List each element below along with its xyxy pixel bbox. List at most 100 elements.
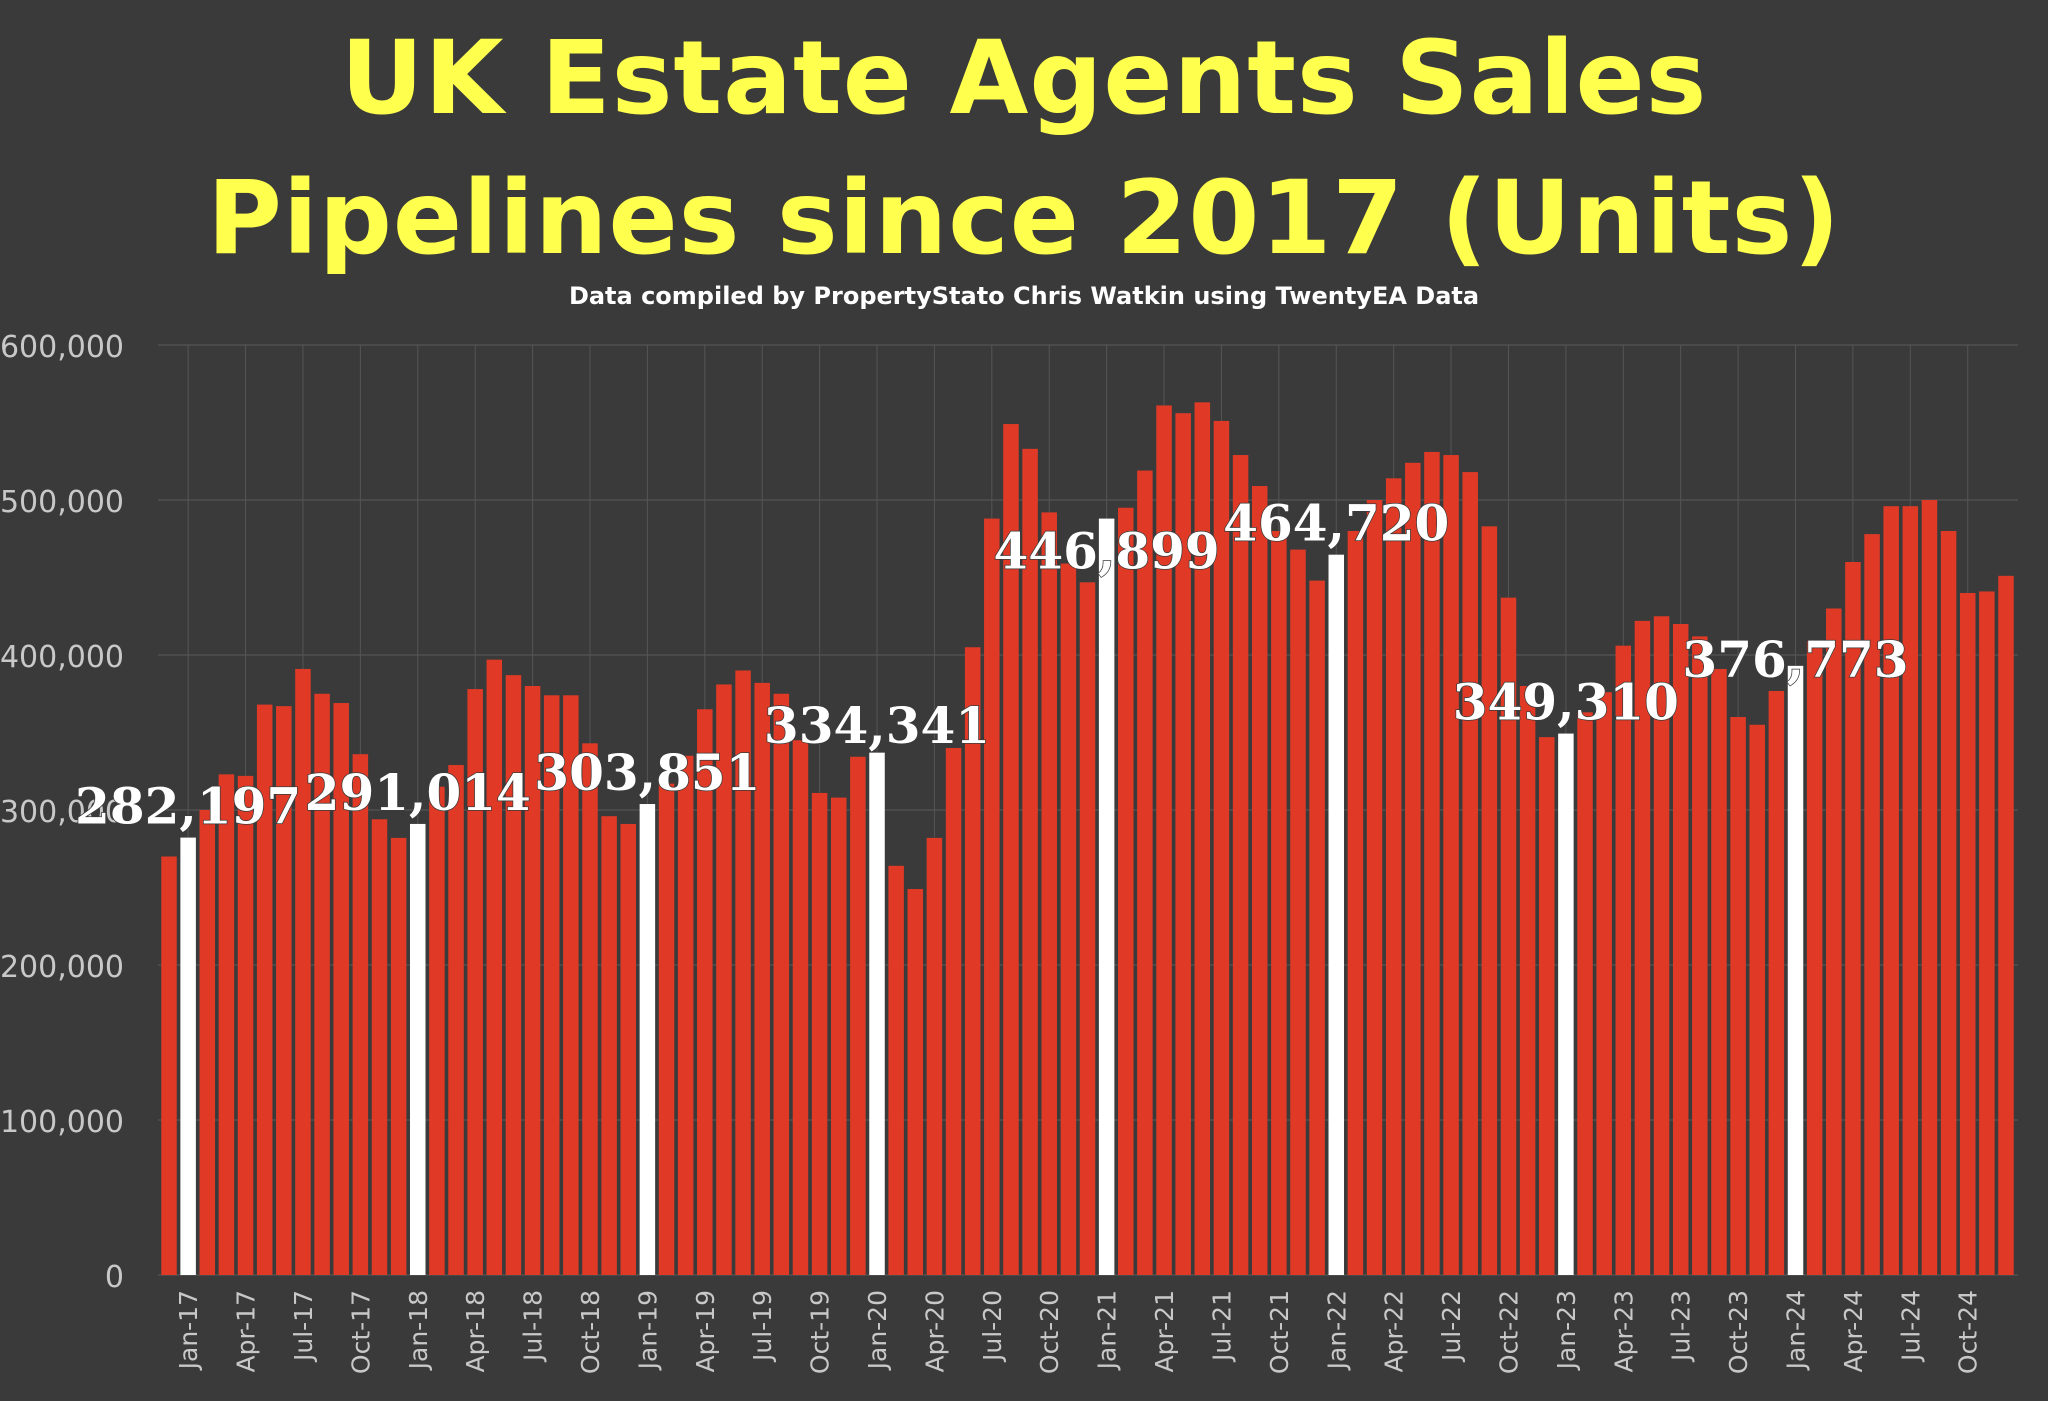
data-label: 446,899 (994, 521, 1220, 580)
highlight-bar (1558, 733, 1574, 1275)
x-tick-label: Oct-17 (346, 1290, 375, 1374)
bar (1156, 405, 1172, 1275)
bar (792, 740, 809, 1275)
bar (1251, 486, 1268, 1275)
x-tick-label: Oct-22 (1494, 1290, 1523, 1374)
bar (1060, 563, 1077, 1275)
x-tick-label: Jul-22 (1437, 1290, 1466, 1363)
bar (716, 684, 732, 1275)
bar (161, 856, 177, 1275)
bar (1672, 624, 1689, 1275)
bar (1271, 531, 1287, 1275)
y-tick-label: 500,000 (0, 485, 124, 520)
x-tick-label: Apr-22 (1380, 1290, 1409, 1372)
y-tick-label: 100,000 (0, 1105, 124, 1140)
x-tick-label: Jul-23 (1667, 1290, 1696, 1363)
bar (1653, 616, 1670, 1275)
bar (1175, 413, 1191, 1275)
bar (582, 743, 598, 1275)
bar (1806, 641, 1823, 1275)
bar (697, 709, 713, 1275)
bar (1615, 645, 1632, 1275)
x-tick-label: Oct-18 (576, 1290, 605, 1374)
x-tick-label: Apr-23 (1609, 1290, 1638, 1372)
data-label: 376,773 (1682, 630, 1908, 689)
bar (1826, 608, 1842, 1275)
bar (1519, 686, 1536, 1275)
bar (888, 865, 904, 1275)
bar (984, 518, 1000, 1275)
x-tick-label: Oct-19 (806, 1290, 835, 1374)
bar (256, 704, 273, 1275)
bar (390, 837, 407, 1275)
bar (1979, 591, 1995, 1275)
x-tick-label: Apr-18 (461, 1290, 490, 1372)
bar (333, 703, 349, 1275)
highlight-bar (180, 837, 196, 1275)
bar (1232, 455, 1249, 1275)
bar (1768, 691, 1785, 1275)
bar (486, 659, 503, 1275)
x-tick-label: Oct-24 (1954, 1290, 1983, 1374)
bar (1959, 593, 1976, 1275)
x-tick-label: Jul-20 (978, 1290, 1007, 1363)
bar (1405, 462, 1421, 1275)
bar (1845, 562, 1861, 1275)
bar (352, 754, 369, 1275)
bar (314, 693, 330, 1275)
bar (1902, 506, 1919, 1275)
y-tick-label: 200,000 (0, 950, 124, 985)
bar (1385, 478, 1402, 1275)
x-tick-label: Jan-20 (863, 1290, 892, 1371)
highlight-bar (639, 804, 656, 1275)
bar (1022, 448, 1038, 1276)
bar (1347, 531, 1364, 1275)
bar (524, 686, 541, 1275)
bar (926, 837, 943, 1275)
bar (1711, 668, 1727, 1275)
bar (964, 647, 981, 1275)
bar (1577, 712, 1593, 1275)
bar (773, 693, 790, 1275)
bar (1366, 500, 1383, 1275)
chart-title-line-2: Pipelines since 2017 (Units) (207, 159, 1841, 278)
chart-title-line-1: UK Estate Agents Sales (340, 19, 1708, 138)
highlight-bar (1328, 554, 1345, 1275)
bar (1424, 451, 1440, 1275)
bar (1309, 580, 1325, 1275)
x-tick-label: Apr-19 (691, 1290, 720, 1372)
x-tick-label: Jul-21 (1207, 1290, 1236, 1363)
bar (276, 706, 292, 1275)
highlight-bar (410, 823, 426, 1275)
x-tick-label: Jul-18 (519, 1290, 548, 1363)
bar (371, 819, 388, 1275)
highlight-bar (1098, 518, 1115, 1275)
bar (658, 783, 675, 1275)
bar (830, 797, 847, 1275)
x-tick-label: Jul-19 (748, 1290, 777, 1363)
bar (1634, 620, 1651, 1275)
x-tick-label: Jan-23 (1552, 1290, 1581, 1371)
x-tick-label: Oct-21 (1265, 1290, 1294, 1374)
bar (448, 765, 464, 1275)
bar (735, 670, 751, 1275)
bar (199, 810, 216, 1275)
bar (218, 774, 235, 1275)
bar (237, 775, 254, 1275)
bar (1998, 575, 2014, 1275)
x-tick-label: Apr-17 (232, 1290, 261, 1372)
y-tick-label: 600,000 (0, 330, 124, 365)
x-tick-label: Apr-21 (1150, 1290, 1179, 1372)
bar (563, 695, 579, 1275)
bar (811, 792, 828, 1275)
x-tick-label: Jan-19 (633, 1290, 662, 1371)
bar (945, 748, 962, 1275)
bar (1079, 582, 1096, 1275)
bar (1481, 526, 1498, 1275)
x-tick-label: Jan-22 (1322, 1290, 1351, 1371)
bar (850, 756, 866, 1275)
bar (1194, 402, 1211, 1276)
data-label: 349,310 (1453, 673, 1679, 732)
